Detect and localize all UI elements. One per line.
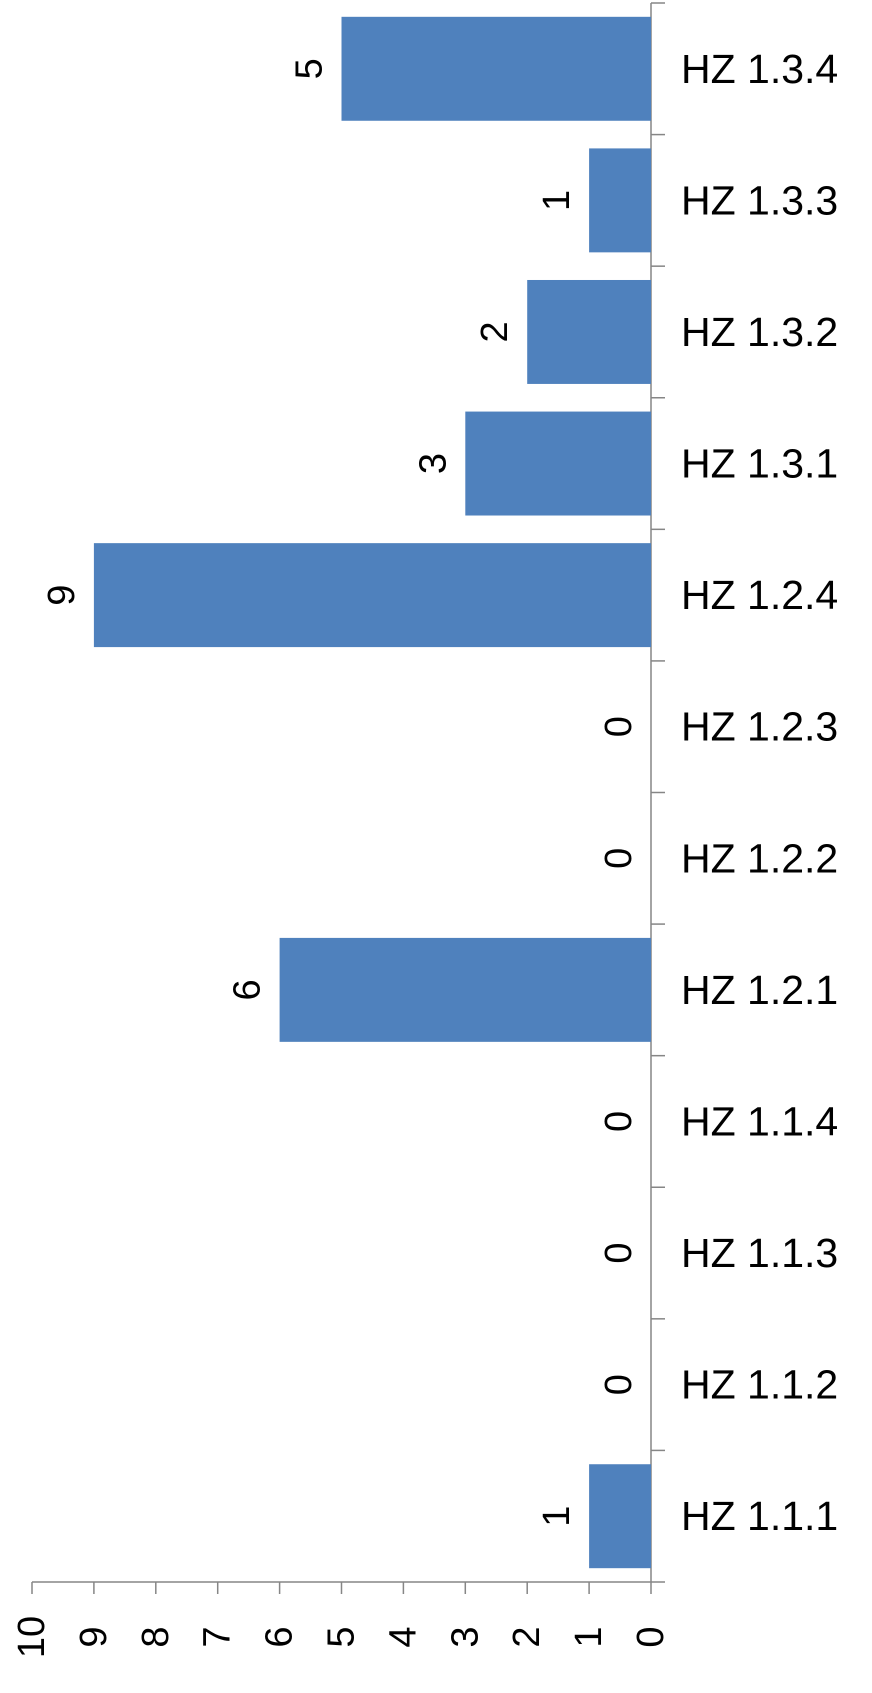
- category-label: HZ 1.3.4: [681, 46, 838, 92]
- bar: [465, 411, 651, 516]
- category-label: HZ 1.1.3: [681, 1230, 838, 1276]
- data-label: 0: [598, 1374, 640, 1395]
- value-tick-label: 5: [321, 1626, 363, 1647]
- value-tick-label: 7: [197, 1626, 239, 1647]
- category-label: HZ 1.2.1: [681, 967, 838, 1013]
- bar: [341, 16, 651, 121]
- data-labels-group: 1 0 0 0 6 0 0 9 3 2 1 5: [41, 58, 640, 1527]
- data-label: 0: [598, 848, 640, 869]
- data-label: 1: [536, 190, 578, 211]
- bar: [589, 148, 651, 253]
- data-label: 0: [598, 716, 640, 737]
- category-label: HZ 1.3.1: [681, 441, 838, 487]
- category-label: HZ 1.2.3: [681, 704, 838, 750]
- bars-group: [93, 16, 651, 1569]
- data-label: 3: [412, 453, 454, 474]
- data-label: 0: [598, 1111, 640, 1132]
- bar: [527, 279, 651, 384]
- category-label: HZ 1.2.4: [681, 572, 838, 618]
- bar: [589, 1464, 651, 1569]
- bar: [93, 543, 651, 648]
- value-tick-label: 9: [73, 1626, 115, 1647]
- category-label: HZ 1.3.3: [681, 177, 838, 223]
- data-label: 2: [474, 321, 516, 342]
- value-tick-label: 1: [568, 1626, 610, 1647]
- value-tick-label: 4: [382, 1626, 424, 1647]
- value-tick-label: 0: [630, 1626, 672, 1647]
- data-label: 0: [598, 1242, 640, 1263]
- category-label: HZ 1.1.1: [681, 1493, 838, 1539]
- category-labels-group: HZ 1.1.1 HZ 1.1.2 HZ 1.1.3 HZ 1.1.4 HZ 1.2.1…: [681, 46, 838, 1539]
- category-axis: [650, 2, 665, 1583]
- data-label: 5: [289, 58, 331, 79]
- category-label: HZ 1.1.2: [681, 1362, 838, 1408]
- data-label: 6: [227, 979, 269, 1000]
- value-tick-label: 3: [444, 1626, 486, 1647]
- category-label: HZ 1.2.2: [681, 835, 838, 881]
- value-tick-label: 6: [259, 1626, 301, 1647]
- data-label: 9: [41, 585, 83, 606]
- data-label: 1: [536, 1506, 578, 1527]
- category-label: HZ 1.1.4: [681, 1098, 838, 1144]
- value-tick-label: 2: [506, 1626, 548, 1647]
- category-label: HZ 1.3.2: [681, 309, 838, 355]
- bar: [279, 937, 651, 1042]
- value-tick-label: 8: [135, 1626, 177, 1647]
- value-tick-label: 10: [11, 1616, 53, 1658]
